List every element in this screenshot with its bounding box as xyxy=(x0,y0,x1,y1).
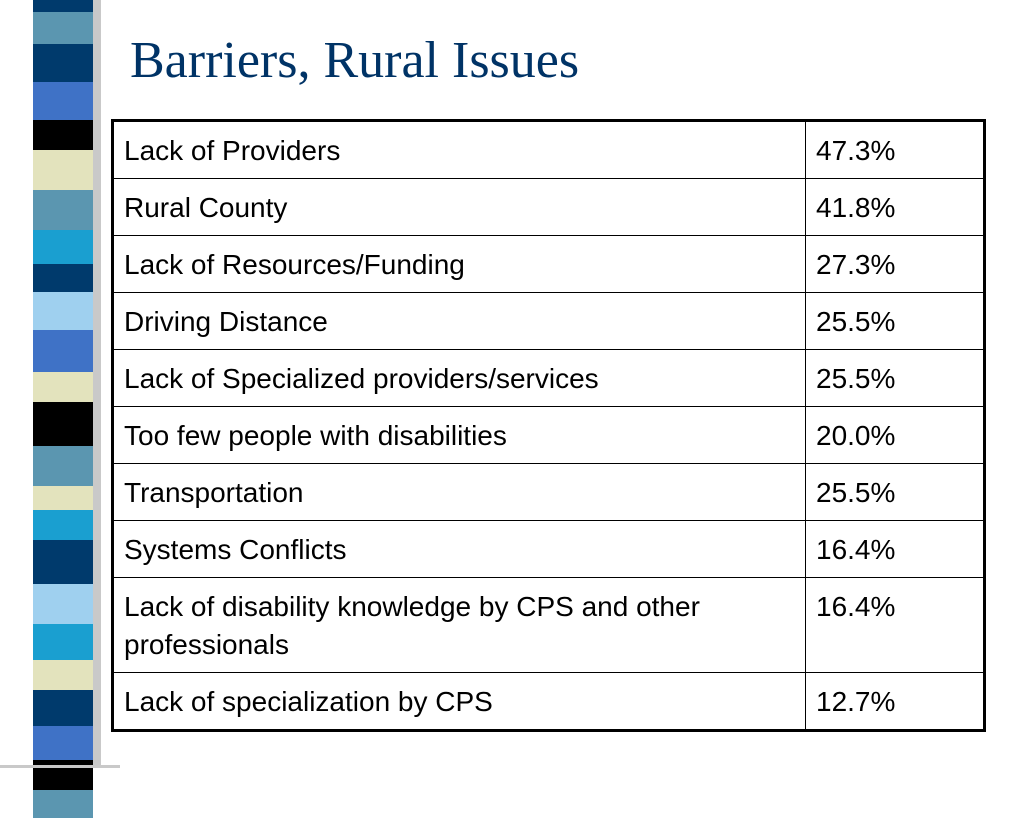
stripe-block xyxy=(33,660,93,690)
table-row: Systems Conflicts 16.4% xyxy=(112,520,985,578)
stripe-block xyxy=(33,446,93,486)
issue-cell: Driving Distance xyxy=(112,292,806,350)
issue-cell: Lack of specialization by CPS xyxy=(112,672,806,731)
stripe-block xyxy=(33,540,93,584)
issue-cell: Lack of disability knowledge by CPS and … xyxy=(112,577,806,673)
percent-cell: 27.3% xyxy=(805,235,985,293)
stripe-block xyxy=(33,624,93,660)
table-row: Rural County 41.8% xyxy=(112,178,985,236)
issue-cell: Lack of Resources/Funding xyxy=(112,235,806,293)
issue-cell: Too few people with disabilities xyxy=(112,406,806,464)
stripe-block xyxy=(33,264,93,292)
percent-cell: 47.3% xyxy=(805,120,985,179)
percent-cell: 25.5% xyxy=(805,349,985,407)
stripe-block xyxy=(33,230,93,264)
percent-cell: 41.8% xyxy=(805,178,985,236)
issue-cell: Transportation xyxy=(112,463,806,521)
barriers-table: Lack of Providers 47.3% Rural County 41.… xyxy=(111,119,986,732)
stripe-block xyxy=(33,584,93,624)
percent-cell: 20.0% xyxy=(805,406,985,464)
percent-cell: 25.5% xyxy=(805,292,985,350)
percent-cell: 12.7% xyxy=(805,672,985,731)
issue-cell: Systems Conflicts xyxy=(112,520,806,578)
table-row: Lack of Specialized providers/services 2… xyxy=(112,349,985,407)
table-row: Lack of Resources/Funding 27.3% xyxy=(112,235,985,293)
stripe-block xyxy=(33,190,93,230)
stripe-block xyxy=(33,330,93,372)
slide-title: Barriers, Rural Issues xyxy=(130,32,580,89)
table-row: Lack of Providers 47.3% xyxy=(112,120,985,179)
stripe-block xyxy=(33,486,93,510)
issue-cell: Lack of Providers xyxy=(112,120,806,179)
table-row: Lack of specialization by CPS 12.7% xyxy=(112,672,985,731)
stripe-block xyxy=(33,82,93,120)
percent-cell: 25.5% xyxy=(805,463,985,521)
issue-cell: Rural County xyxy=(112,178,806,236)
stripe-block xyxy=(33,150,93,190)
decorative-stripe xyxy=(33,0,93,818)
table-row: Driving Distance 25.5% xyxy=(112,292,985,350)
stripe-block xyxy=(33,510,93,540)
stripe-block xyxy=(33,12,93,44)
stripe-block xyxy=(33,690,93,726)
table-row: Transportation 25.5% xyxy=(112,463,985,521)
stripe-block xyxy=(33,44,93,82)
stripe-shadow xyxy=(93,0,101,768)
bottom-divider xyxy=(0,765,120,768)
stripe-block xyxy=(33,120,93,150)
stripe-block xyxy=(33,0,93,12)
table-row: Too few people with disabilities 20.0% xyxy=(112,406,985,464)
stripe-block xyxy=(33,790,93,818)
stripe-block xyxy=(33,726,93,760)
issue-cell: Lack of Specialized providers/services xyxy=(112,349,806,407)
percent-cell: 16.4% xyxy=(805,577,985,673)
stripe-block xyxy=(33,372,93,402)
table-row: Lack of disability knowledge by CPS and … xyxy=(112,577,985,673)
percent-cell: 16.4% xyxy=(805,520,985,578)
stripe-block xyxy=(33,292,93,330)
stripe-block xyxy=(33,402,93,446)
